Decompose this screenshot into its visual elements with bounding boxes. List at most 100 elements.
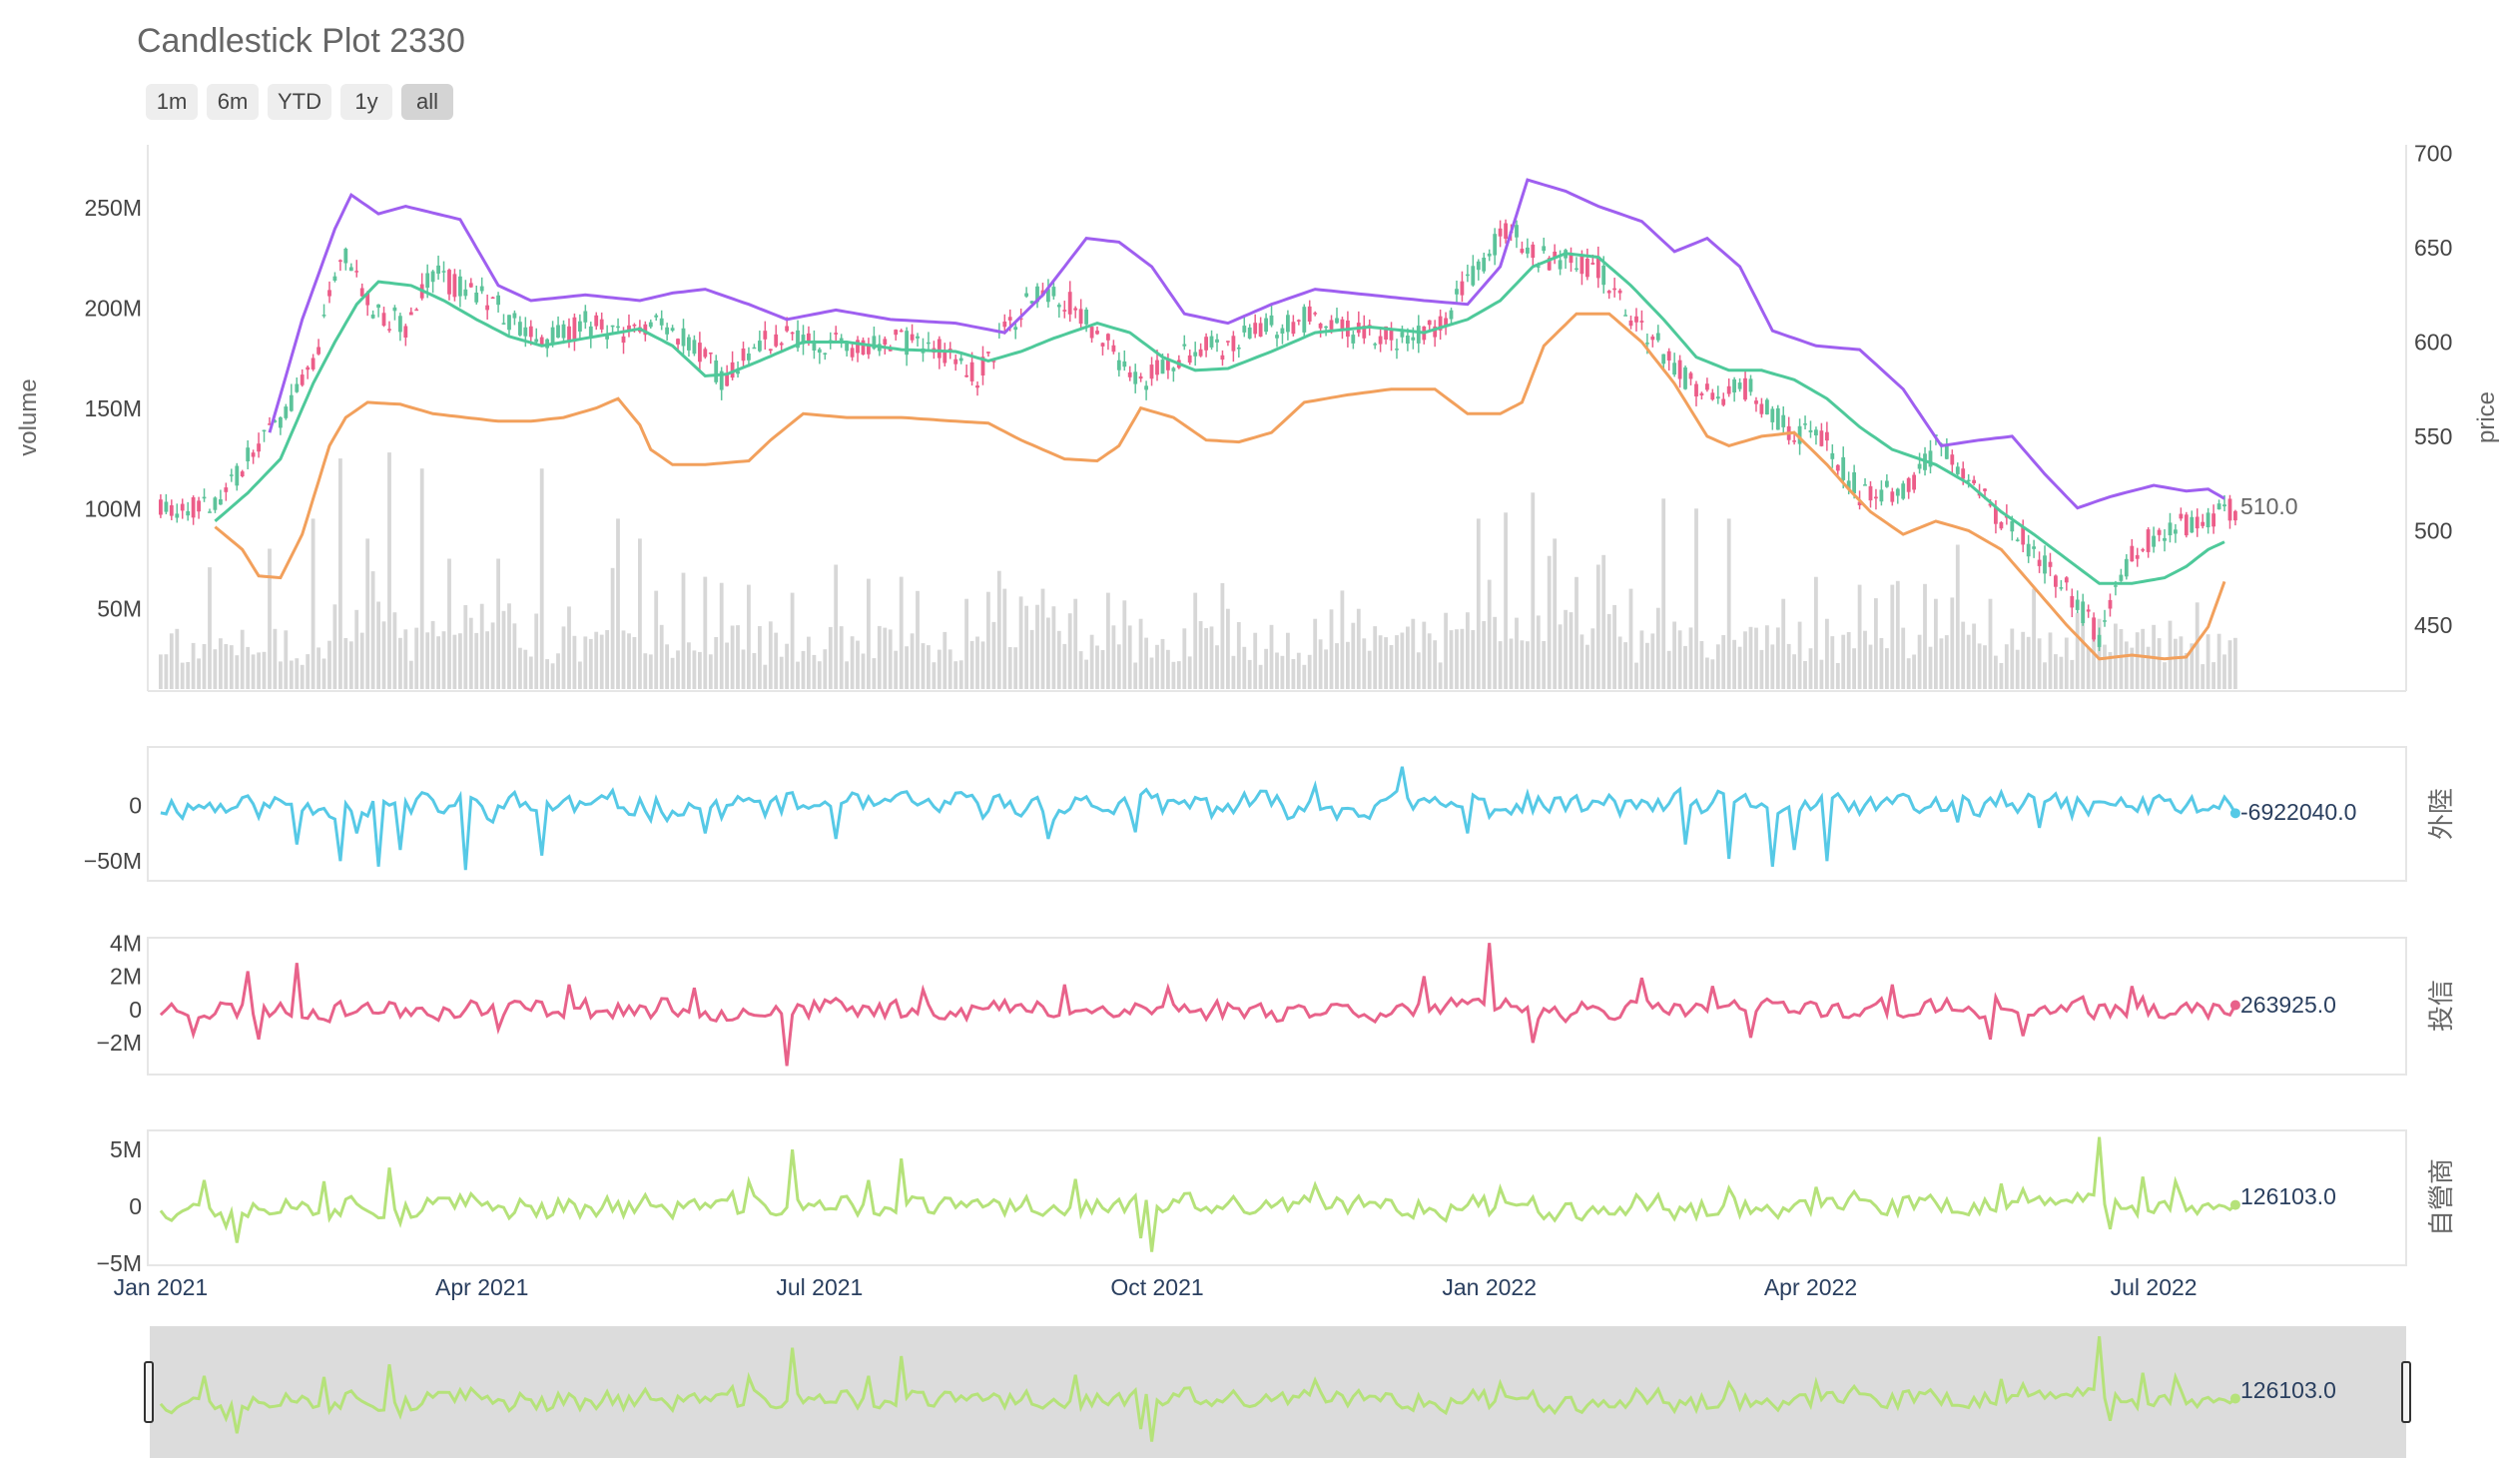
candle-body bbox=[441, 271, 446, 273]
volume-bar bbox=[2184, 652, 2189, 689]
candle-body bbox=[2233, 510, 2237, 521]
y-axis-label-price: price bbox=[2473, 391, 2500, 443]
candle-body bbox=[289, 394, 294, 411]
volume-bar bbox=[947, 649, 952, 689]
volume-bar bbox=[1253, 632, 1258, 689]
rangeslider-left-handle[interactable] bbox=[144, 1361, 154, 1423]
volume-bar bbox=[2233, 637, 2237, 689]
volume-bar bbox=[1460, 628, 1465, 689]
volume-bar bbox=[594, 631, 599, 689]
range-button-all[interactable]: all bbox=[401, 84, 453, 120]
candle-body bbox=[1553, 252, 1558, 259]
volume-bar bbox=[2141, 628, 2146, 689]
candle-body bbox=[1111, 345, 1116, 353]
candle-body bbox=[2037, 559, 2042, 566]
candle-body bbox=[1329, 320, 1334, 330]
candle-body bbox=[703, 349, 708, 358]
candle-body bbox=[1743, 377, 1747, 400]
candle-body bbox=[2205, 512, 2210, 527]
candle-body bbox=[1116, 360, 1121, 370]
volume-bar bbox=[643, 653, 648, 689]
volume-bar bbox=[1476, 518, 1481, 689]
volume-bar bbox=[1449, 630, 1454, 689]
volume-tick-label: 50M bbox=[97, 596, 142, 622]
volume-bar bbox=[1536, 615, 1541, 689]
candle-body bbox=[1917, 463, 1922, 469]
volume-bar bbox=[1264, 648, 1268, 689]
candle-body bbox=[338, 260, 342, 262]
volume-bar bbox=[719, 582, 724, 689]
candle-body bbox=[1035, 286, 1039, 303]
volume-bar bbox=[2146, 646, 2151, 689]
candle-body bbox=[768, 349, 773, 352]
candle-body bbox=[2195, 516, 2200, 529]
candle-body bbox=[175, 513, 180, 518]
volume-bar bbox=[1835, 663, 1840, 689]
candle-body bbox=[403, 326, 408, 338]
range-button-1m[interactable]: 1m bbox=[146, 84, 198, 120]
candle-body bbox=[1002, 322, 1007, 328]
volume-bar bbox=[1286, 632, 1290, 689]
candle-body bbox=[2048, 561, 2053, 567]
volume-bar bbox=[654, 590, 659, 689]
range-button-1y[interactable]: 1y bbox=[340, 84, 392, 120]
volume-bar bbox=[545, 659, 549, 689]
candle-body bbox=[1606, 291, 1611, 294]
rangeslider-right-handle[interactable] bbox=[2401, 1361, 2411, 1423]
dealer-last-value: 126103.0 bbox=[2240, 1183, 2336, 1209]
volume-bar bbox=[1215, 645, 1219, 689]
candle-body bbox=[1476, 261, 1481, 271]
candle-body bbox=[251, 452, 256, 457]
x-tick-label: Apr 2021 bbox=[435, 1274, 528, 1300]
volume-bar bbox=[219, 638, 223, 689]
volume-bar bbox=[2168, 620, 2173, 689]
volume-bar bbox=[1335, 643, 1339, 689]
volume-bar bbox=[1160, 638, 1165, 689]
candle-body bbox=[1558, 260, 1563, 270]
candle-body bbox=[1307, 306, 1312, 322]
candle-body bbox=[1617, 290, 1622, 294]
volume-bar bbox=[556, 653, 560, 689]
candle-body bbox=[980, 357, 985, 375]
volume-bar bbox=[1100, 650, 1105, 689]
volume-bar bbox=[1770, 644, 1775, 689]
volume-bar bbox=[1062, 643, 1067, 689]
candle-body bbox=[164, 501, 169, 512]
candle-body bbox=[1258, 323, 1263, 337]
volume-bar bbox=[359, 632, 364, 689]
range-button-ytd[interactable]: YTD bbox=[268, 84, 331, 120]
candle-body bbox=[1084, 310, 1088, 325]
volume-bar bbox=[1324, 649, 1328, 689]
volume-bar bbox=[257, 652, 261, 689]
volume-bar bbox=[2059, 656, 2064, 689]
volume-bar bbox=[197, 658, 201, 689]
volume-bar bbox=[175, 628, 180, 689]
volume-bar bbox=[1547, 555, 1552, 689]
volume-bar bbox=[1182, 628, 1187, 689]
candle-body bbox=[610, 325, 615, 328]
volume-bar bbox=[2135, 632, 2140, 689]
volume-bar bbox=[1901, 627, 1906, 689]
candle-body bbox=[343, 249, 348, 264]
volume-bar bbox=[1825, 618, 1829, 689]
rangeslider-background[interactable] bbox=[150, 1326, 2406, 1458]
range-button-6m[interactable]: 6m bbox=[207, 84, 259, 120]
candle-body bbox=[2227, 498, 2232, 521]
volume-bar bbox=[295, 658, 300, 689]
candle-body bbox=[916, 336, 920, 339]
candle-body bbox=[958, 358, 963, 362]
volume-bar bbox=[1579, 634, 1584, 689]
volume-bar bbox=[1628, 588, 1633, 689]
volume-bar bbox=[343, 638, 348, 689]
volume-bar bbox=[932, 662, 937, 689]
volume-bar bbox=[1874, 598, 1878, 689]
volume-bar bbox=[2174, 638, 2178, 689]
volume-bar bbox=[2190, 643, 2195, 689]
volume-bar bbox=[1471, 630, 1476, 689]
candle-body bbox=[1166, 360, 1170, 370]
candle-body bbox=[572, 317, 577, 343]
price-tick-label: 500 bbox=[2414, 517, 2452, 543]
volume-bar bbox=[894, 650, 899, 689]
candle-body bbox=[2211, 513, 2215, 527]
volume-bar bbox=[665, 644, 669, 689]
